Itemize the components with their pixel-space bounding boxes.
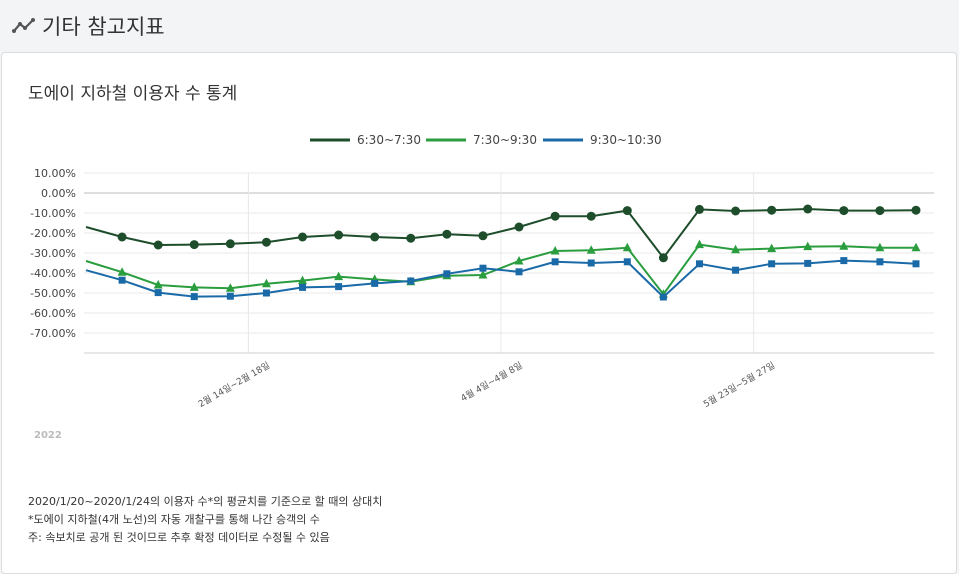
data-point (694, 239, 704, 249)
data-point (803, 204, 813, 214)
data-point (226, 292, 234, 300)
x-tick-label: 5월 23일~5월 27일 (701, 359, 777, 410)
data-point (515, 268, 523, 276)
legend-label: 9:30~10:30 (590, 133, 662, 147)
data-point (406, 233, 416, 243)
data-point (335, 283, 343, 291)
data-point (225, 283, 235, 292)
data-point (478, 231, 488, 241)
note-line: *도에이 지하철(4개 노선)의 자동 개찰구를 통해 나간 승객의 수 (28, 513, 320, 526)
series-line (85, 243, 916, 296)
data-point (190, 293, 198, 301)
data-point (731, 244, 741, 254)
data-point (695, 260, 703, 268)
y-tick-label: -40.00% (30, 267, 76, 280)
data-point (550, 211, 560, 221)
year-label: 2022 (34, 430, 62, 441)
legend-label: 6:30~7:30 (357, 133, 421, 147)
legend: 6:30~7:30 7:30~9:30 9:30~10:30 (310, 133, 662, 147)
series-line (85, 259, 917, 299)
data-point (298, 232, 308, 242)
data-point (876, 258, 884, 266)
data-point (479, 264, 487, 272)
data-point (622, 242, 632, 252)
data-point (443, 270, 451, 278)
data-point (694, 204, 704, 214)
y-tick-label: -20.00% (30, 227, 76, 240)
note-line: 2020/1/20~2020/1/24의 이용자 수*의 평균치를 기준으로 할… (28, 495, 383, 508)
y-tick-label: -70.00% (30, 327, 76, 340)
data-point (117, 267, 127, 276)
page-title: 기타 참고지표 (42, 15, 165, 39)
data-point (622, 206, 632, 216)
data-point (154, 289, 162, 297)
y-tick-label: -30.00% (30, 247, 76, 260)
data-point (442, 229, 452, 239)
note-line: 주: 속보치로 공개 된 것이므로 추후 확정 데이터로 수정될 수 있음 (28, 531, 330, 544)
data-point (551, 258, 559, 266)
data-point (407, 277, 415, 285)
data-point (153, 240, 163, 250)
data-point (261, 237, 271, 247)
data-point (117, 232, 127, 242)
data-point (334, 271, 344, 281)
y-tick-label: -60.00% (30, 307, 76, 320)
data-point (840, 257, 848, 265)
data-point (731, 206, 741, 216)
data-point (911, 242, 921, 252)
data-point (659, 293, 667, 301)
data-point (370, 232, 380, 242)
data-point (875, 206, 885, 216)
data-point (803, 241, 813, 251)
data-point (623, 258, 631, 266)
y-tick-label: -50.00% (30, 287, 76, 300)
chart-card: 도에이 지하철 이용자 수 통계 10.00% 0.00% -10.00% -20.0… (1, 52, 957, 574)
data-point (804, 259, 812, 267)
series-triangle (85, 239, 921, 298)
data-point (839, 206, 849, 216)
data-point (261, 278, 271, 288)
data-point (875, 242, 885, 252)
data-point (658, 253, 668, 263)
data-point (262, 289, 270, 297)
x-tick-label: 4월 4일~4월 8일 (458, 359, 524, 404)
data-point (118, 276, 126, 284)
data-point (298, 275, 308, 285)
series-circle (85, 204, 921, 263)
chart-notes: 2020/1/20~2020/1/24의 이용자 수*의 평균치를 기준으로 할… (28, 493, 382, 547)
legend-label: 7:30~9:30 (473, 133, 537, 147)
series-square (85, 257, 920, 301)
grid-lines (84, 172, 934, 353)
data-point (189, 282, 199, 291)
data-point (371, 279, 379, 287)
y-tick-label: -10.00% (30, 207, 76, 220)
data-point (587, 259, 595, 267)
x-tick-label: 2월 14일~2월 18일 (196, 359, 272, 410)
data-point (911, 205, 921, 215)
data-point (334, 230, 344, 240)
page-header: 기타 참고지표 (0, 0, 959, 52)
data-point (153, 280, 163, 289)
data-point (586, 245, 596, 254)
trend-line-icon (12, 18, 35, 33)
data-point (912, 260, 920, 268)
data-point (225, 239, 235, 249)
series-line (85, 207, 917, 260)
y-tick-label: 10.00% (34, 167, 76, 180)
chart-title: 도에이 지하철 이용자 수 통계 (28, 84, 238, 104)
data-point (767, 243, 777, 253)
data-point (839, 241, 849, 250)
y-tick-label: 0.00% (41, 187, 76, 200)
data-point (299, 283, 307, 291)
data-point (514, 222, 524, 232)
data-point (732, 266, 740, 274)
data-point (586, 211, 596, 221)
data-point (478, 270, 488, 279)
data-point (189, 240, 199, 250)
line-chart: 10.00% 0.00% -10.00% -20.00% -30.00% -40.00% -… (30, 133, 934, 441)
data-point (514, 256, 524, 265)
data-point (767, 205, 777, 215)
data-point (550, 246, 560, 255)
data-point (768, 260, 776, 268)
